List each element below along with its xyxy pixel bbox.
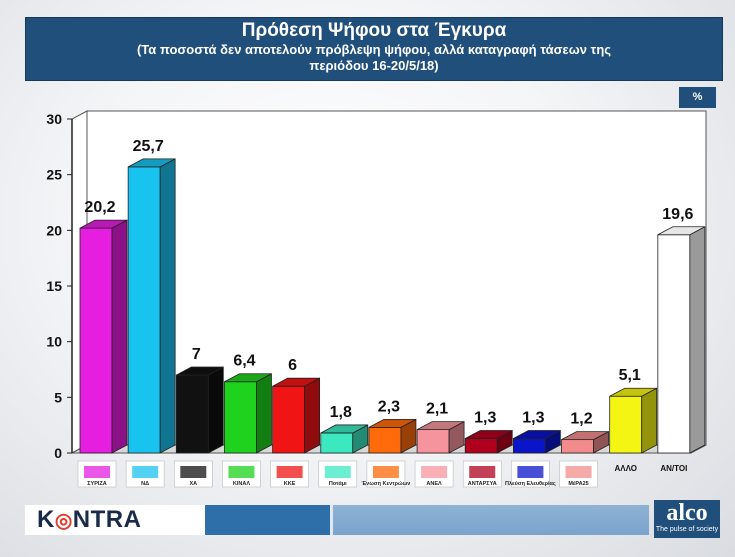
bar-side: [207, 366, 224, 454]
bar-front: [561, 439, 594, 454]
bar-value-label: 1,3: [522, 410, 544, 427]
bar-value-label: 6: [288, 357, 297, 374]
bar-value-label: 7: [192, 346, 201, 363]
bar-value-label: 2,3: [378, 398, 400, 415]
y-tick-label: 5: [54, 389, 62, 405]
party-logo-mark: [180, 466, 207, 478]
party-logo-text: ΚΙΝΑΛ: [233, 481, 250, 487]
party-logo-mark: [276, 466, 303, 478]
footer-stripe-light: [330, 505, 649, 535]
chart-subtitle-line1: (Τα ποσοστά δεν αποτελούν πρόβλεψη ψήφου…: [136, 42, 612, 57]
party-logo-mark: [565, 466, 592, 478]
bar-value-label: 2,1: [426, 401, 448, 418]
footer-stripe-dark: [205, 505, 330, 535]
bar-front: [657, 234, 691, 454]
party-logo-text: Ποτάμι: [329, 481, 347, 487]
bar-top: [465, 430, 513, 439]
bar-top: [79, 219, 128, 229]
bar-top: [320, 424, 368, 434]
bar-top: [224, 373, 272, 383]
y-tick-label: 20: [46, 222, 62, 238]
x-category-label: ΑΝ/ΤΟΙ: [660, 464, 687, 473]
bar-value-label: 1,3: [474, 410, 496, 427]
bar-top: [609, 387, 657, 397]
bar-top: [416, 421, 465, 431]
bar-front: [512, 438, 546, 454]
bar-value-label: 6,4: [233, 353, 255, 370]
bar-side: [256, 373, 272, 454]
bar-front: [609, 395, 643, 454]
bar-side: [304, 377, 321, 454]
unit-badge: %: [679, 87, 716, 108]
party-logo-mark: [132, 466, 159, 478]
bar-front: [175, 374, 209, 454]
bar-front: [79, 227, 113, 454]
bar-side: [689, 226, 706, 454]
party-logo-text: ΑΝΤΑΡΣΥΑ: [468, 481, 497, 487]
party-logo-mark: [421, 466, 448, 478]
bar-front: [127, 166, 161, 454]
bar-chart: 0 5 10 15 20 25 30 20,2 ΣΥΡΙΖΑ 25,7 ΝΔ 7 ΧΑ 6,4 ΚΙΝΑΛ 6…: [46, 110, 707, 488]
bar-front: [464, 438, 498, 454]
bar-value-label: 1,2: [570, 411, 592, 428]
party-logo-mark: [228, 466, 255, 478]
party-logo-mark: [469, 466, 496, 478]
bar-top: [127, 158, 176, 168]
bar-top: [272, 377, 320, 387]
bar-value-label: 1,8: [330, 404, 352, 421]
kontra-logo: K◎NTRA: [25, 505, 205, 535]
bar-side: [111, 219, 128, 454]
bar-front: [368, 426, 402, 454]
party-logo-mark: [372, 466, 399, 478]
bar-front: [272, 385, 306, 454]
party-logo-text: Ένωση Κεντρώων: [361, 481, 410, 487]
bar-top: [176, 366, 224, 376]
bar-front: [320, 432, 354, 454]
bar-top: [368, 418, 417, 428]
y-tick-label: 10: [46, 334, 62, 350]
chart-title: Πρόθεση Ψήφου στα Έγκυρα: [241, 20, 507, 41]
bar-value-label: 25,7: [133, 138, 164, 155]
party-logo-text: Πλεύση Ελευθερίας: [505, 481, 556, 487]
bar-front: [416, 429, 450, 454]
chart-subtitle-line2: περιόδου 16-20/5/18): [309, 58, 439, 73]
bar-top: [657, 226, 706, 236]
party-logo-mark: [517, 466, 544, 478]
party-logo-text: ΧΑ: [189, 481, 197, 487]
footer-bar: K◎NTRA: [25, 505, 649, 535]
y-tick-label: 0: [54, 445, 62, 461]
party-logo-text: ΚΚΕ: [284, 481, 296, 487]
y-tick-label: 15: [46, 278, 62, 294]
party-logo-text: ΜέΡΑ25: [568, 481, 588, 487]
bar-side: [641, 387, 658, 454]
party-logo-mark: [84, 466, 110, 478]
bar-front: [224, 381, 257, 454]
bar-value-label: 5,1: [619, 367, 641, 384]
y-tick-label: 25: [46, 167, 62, 183]
party-logo-text: ΑΝΕΛ: [426, 481, 442, 487]
party-logo-text: ΝΔ: [141, 481, 149, 487]
party-logo-mark: [324, 466, 351, 478]
y-tick-label: 30: [46, 111, 62, 127]
bar-top: [561, 431, 609, 441]
title-banner: Πρόθεση Ψήφου στα Έγκυρα (Τα ποσοστά δεν…: [25, 17, 723, 81]
party-logo-text: ΣΥΡΙΖΑ: [87, 481, 107, 487]
bar-value-label: 20,2: [84, 199, 115, 216]
alco-logo: alco The pulse of society: [654, 500, 720, 538]
bar-top: [513, 430, 561, 439]
bar-side: [159, 158, 176, 454]
bar-value-label: 19,6: [662, 206, 693, 223]
x-category-label: ΑΛΛΟ: [614, 464, 636, 473]
